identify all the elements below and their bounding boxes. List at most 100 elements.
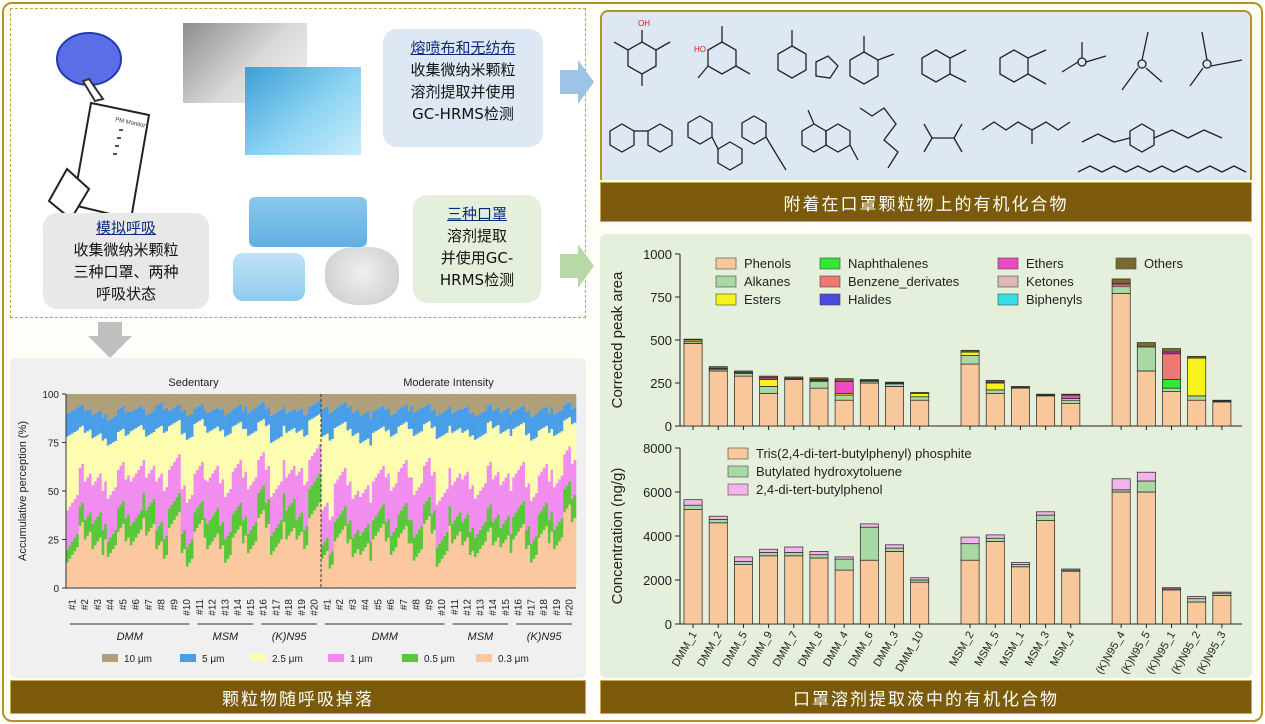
funnel-icon <box>56 32 122 86</box>
stack-segment <box>142 429 146 460</box>
stack-segment <box>287 411 291 432</box>
stack-segment <box>369 394 373 419</box>
stack-segment <box>178 419 182 455</box>
stack-segment <box>563 454 567 490</box>
stack-segment <box>285 510 289 540</box>
stack-segment <box>397 537 401 588</box>
stack-segment <box>466 514 470 538</box>
stack-segment <box>428 458 431 497</box>
stack-segment <box>496 471 500 515</box>
bar-segment <box>1111 293 1131 427</box>
bar-segment <box>859 523 879 528</box>
bar-segment <box>960 536 980 545</box>
stack-segment <box>183 394 187 410</box>
stack-segment <box>425 405 429 423</box>
stack-segment <box>160 522 164 542</box>
bar-segment <box>1136 342 1156 348</box>
funnel-neck <box>81 77 105 103</box>
stack-segment <box>372 432 375 482</box>
stack-segment <box>114 440 118 488</box>
stack-segment <box>287 535 291 588</box>
bar-segment <box>1162 589 1181 625</box>
y-tick-label: 0 <box>665 419 672 434</box>
stack-segment <box>262 401 266 420</box>
stack-segment <box>127 537 131 588</box>
stack-segment <box>343 402 347 422</box>
stack-segment <box>402 529 406 588</box>
bar-segment <box>1212 399 1232 402</box>
stack-segment <box>241 543 245 588</box>
stack-segment <box>201 394 204 404</box>
stack-segment <box>280 409 284 437</box>
bar-segment <box>1061 399 1081 404</box>
stack-segment <box>305 435 309 482</box>
stack-segment <box>530 394 533 418</box>
stack-segment <box>190 494 194 540</box>
stack-segment <box>257 422 261 460</box>
stack-segment <box>310 405 314 419</box>
stack-segment <box>537 514 541 538</box>
stack-segment <box>565 394 569 404</box>
stack-segment <box>489 394 493 404</box>
stack-segment <box>71 541 74 556</box>
stack-segment <box>170 465 174 505</box>
stack-segment <box>489 527 493 588</box>
stack-segment <box>193 512 197 532</box>
stack-segment <box>351 537 355 557</box>
stack-segment <box>321 510 324 546</box>
stack-segment <box>216 407 220 427</box>
stack-segment <box>555 413 559 435</box>
stack-segment <box>308 459 312 490</box>
stack-segment <box>389 394 393 416</box>
stack-segment <box>545 425 549 464</box>
stack-segment <box>83 432 87 482</box>
stack-segment <box>203 410 207 427</box>
stack-segment <box>247 412 250 436</box>
y-tick-label: 2000 <box>643 573 672 588</box>
stack-segment <box>558 394 561 412</box>
stack-segment <box>366 394 370 412</box>
stack-segment <box>331 516 335 552</box>
stack-segment <box>540 471 544 511</box>
stack-segment <box>224 562 227 588</box>
stack-segment <box>323 435 327 507</box>
category-label: #2 <box>335 599 346 611</box>
stack-segment <box>415 491 419 534</box>
stack-segment <box>101 529 105 556</box>
stack-segment <box>132 394 136 411</box>
stack-segment <box>254 522 258 542</box>
stack-segment <box>445 432 449 490</box>
stack-segment <box>257 404 261 423</box>
stack-segment <box>351 498 355 538</box>
stack-segment <box>208 431 212 478</box>
stack-segment <box>213 537 217 588</box>
bar-segment <box>1212 591 1232 594</box>
stack-segment <box>451 523 454 544</box>
bar-segment <box>859 379 879 381</box>
stack-segment <box>527 525 531 546</box>
bubble-breath-line-3: 呼吸状态 <box>95 285 156 303</box>
stack-segment <box>530 500 533 544</box>
stack-segment <box>494 518 498 542</box>
stack-segment <box>88 512 92 532</box>
stack-segment <box>216 394 220 408</box>
stack-segment <box>471 411 475 436</box>
legend-swatch <box>715 293 737 306</box>
stack-segment <box>466 429 470 472</box>
bar-segment <box>759 548 779 553</box>
stack-segment <box>346 523 350 544</box>
stack-segment <box>236 423 240 464</box>
stack-segment <box>252 409 255 433</box>
stack-segment <box>405 502 408 526</box>
bar-segment <box>1162 391 1181 427</box>
stack-segment <box>361 441 365 493</box>
stack-segment <box>221 545 225 588</box>
stack-segment <box>321 436 324 511</box>
stack-segment <box>66 510 69 550</box>
stack-segment <box>231 537 235 588</box>
stack-segment <box>109 537 113 554</box>
stack-segment <box>405 459 408 503</box>
stack-segment <box>190 413 194 437</box>
legend-swatch <box>727 447 749 460</box>
stack-segment <box>109 418 113 445</box>
